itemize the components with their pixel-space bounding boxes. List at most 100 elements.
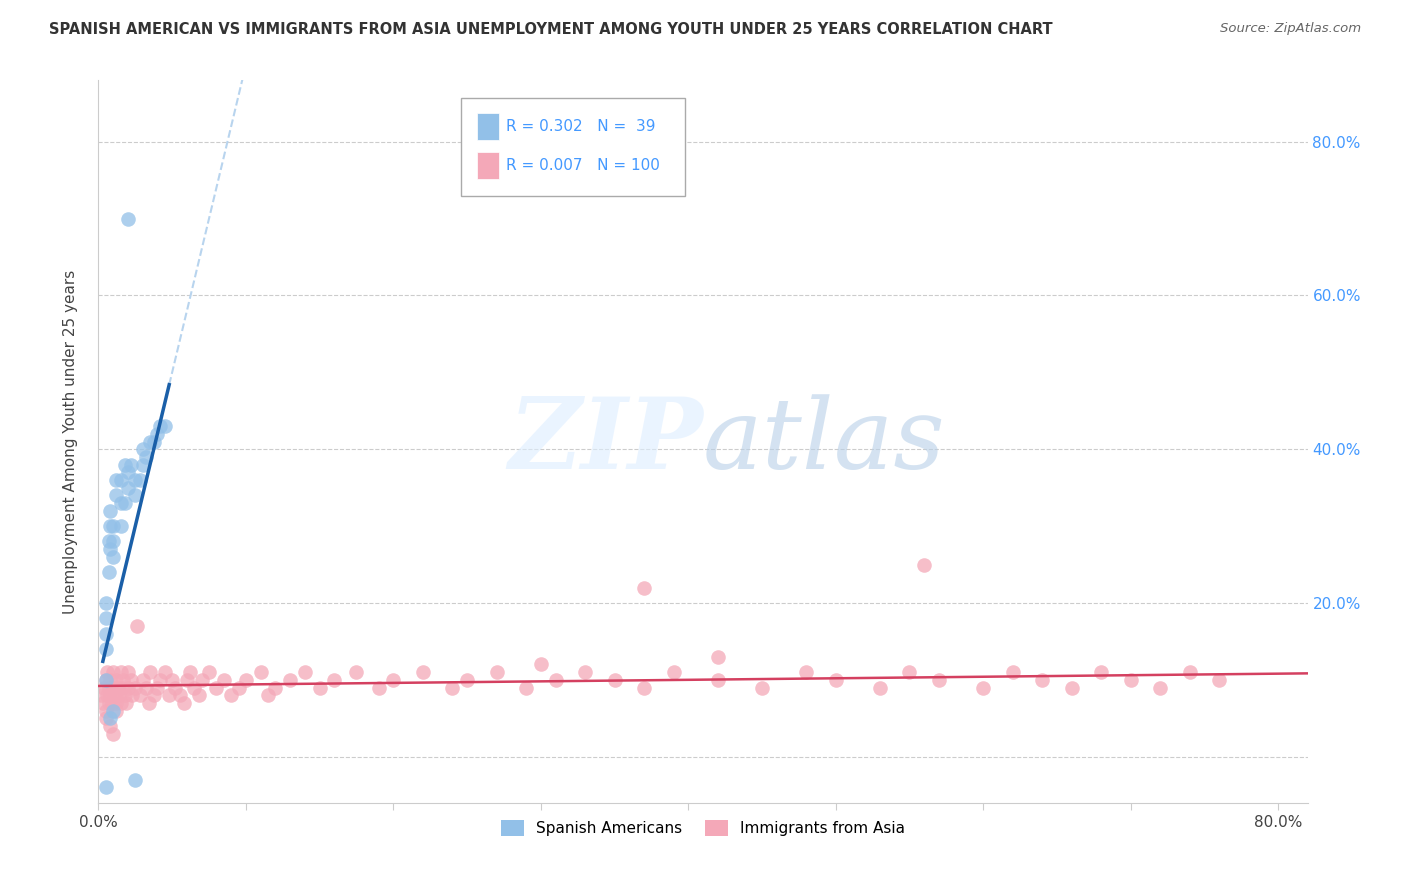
- Bar: [477, 152, 499, 179]
- Text: Source: ZipAtlas.com: Source: ZipAtlas.com: [1220, 22, 1361, 36]
- Point: [97, 696, 120, 710]
- Point: [662, 665, 685, 680]
- Point: [173, 696, 195, 710]
- Point: [101, 549, 124, 564]
- Bar: [477, 112, 499, 140]
- Point: [228, 681, 250, 695]
- Point: [456, 673, 478, 687]
- Point: [294, 665, 316, 680]
- Point: [633, 581, 655, 595]
- Point: [308, 681, 330, 695]
- Point: [124, 772, 146, 787]
- Point: [751, 681, 773, 695]
- Point: [912, 558, 935, 572]
- Text: R = 0.007   N = 100: R = 0.007 N = 100: [506, 158, 659, 173]
- Point: [706, 673, 728, 687]
- Point: [94, 673, 117, 687]
- Point: [94, 626, 117, 640]
- Point: [105, 673, 128, 687]
- Point: [94, 673, 117, 687]
- Point: [128, 473, 150, 487]
- Point: [249, 665, 271, 680]
- Point: [97, 534, 120, 549]
- Point: [101, 534, 124, 549]
- Point: [128, 688, 150, 702]
- Point: [94, 596, 117, 610]
- Point: [1060, 681, 1083, 695]
- Point: [94, 642, 117, 657]
- Point: [1149, 681, 1171, 695]
- Point: [633, 681, 655, 695]
- Point: [794, 665, 817, 680]
- Point: [98, 711, 121, 725]
- Point: [107, 681, 129, 695]
- Point: [898, 665, 921, 680]
- Point: [198, 665, 221, 680]
- Point: [114, 496, 136, 510]
- Point: [96, 688, 118, 702]
- Point: [114, 688, 136, 702]
- Point: [278, 673, 301, 687]
- Point: [97, 565, 120, 579]
- Point: [187, 688, 209, 702]
- Point: [824, 673, 846, 687]
- Legend: Spanish Americans, Immigrants from Asia: Spanish Americans, Immigrants from Asia: [495, 814, 911, 842]
- Point: [98, 673, 121, 687]
- Point: [101, 704, 124, 718]
- Point: [110, 496, 132, 510]
- Point: [412, 665, 434, 680]
- Point: [153, 419, 176, 434]
- Point: [212, 673, 235, 687]
- Point: [143, 688, 166, 702]
- Point: [135, 681, 157, 695]
- Point: [485, 665, 508, 680]
- Point: [1001, 665, 1024, 680]
- Point: [117, 665, 139, 680]
- Point: [98, 519, 121, 533]
- Point: [157, 688, 180, 702]
- Point: [101, 665, 124, 680]
- Point: [120, 458, 142, 472]
- Point: [98, 719, 121, 733]
- FancyBboxPatch shape: [461, 98, 685, 196]
- Point: [706, 649, 728, 664]
- Text: atlas: atlas: [703, 394, 946, 489]
- Point: [98, 504, 121, 518]
- Point: [1208, 673, 1230, 687]
- Point: [90, 688, 112, 702]
- Point: [121, 688, 143, 702]
- Point: [149, 673, 172, 687]
- Point: [382, 673, 405, 687]
- Point: [179, 665, 201, 680]
- Point: [105, 473, 128, 487]
- Point: [190, 673, 212, 687]
- Point: [367, 681, 389, 695]
- Point: [139, 434, 162, 449]
- Point: [131, 442, 153, 457]
- Point: [91, 696, 114, 710]
- Text: SPANISH AMERICAN VS IMMIGRANTS FROM ASIA UNEMPLOYMENT AMONG YOUTH UNDER 25 YEARS: SPANISH AMERICAN VS IMMIGRANTS FROM ASIA…: [49, 22, 1053, 37]
- Point: [124, 488, 146, 502]
- Text: ZIP: ZIP: [508, 393, 703, 490]
- Point: [441, 681, 464, 695]
- Point: [110, 519, 132, 533]
- Point: [235, 673, 257, 687]
- Point: [138, 696, 160, 710]
- Point: [205, 681, 228, 695]
- Point: [146, 426, 169, 441]
- Point: [146, 681, 169, 695]
- Point: [100, 696, 122, 710]
- Point: [131, 458, 153, 472]
- Point: [124, 681, 146, 695]
- Point: [93, 681, 115, 695]
- Point: [143, 434, 166, 449]
- Point: [101, 681, 124, 695]
- Point: [94, 611, 117, 625]
- Point: [101, 519, 124, 533]
- Point: [928, 673, 950, 687]
- Point: [105, 704, 128, 718]
- Point: [120, 673, 142, 687]
- Point: [97, 681, 120, 695]
- Point: [117, 681, 139, 695]
- Point: [124, 473, 146, 487]
